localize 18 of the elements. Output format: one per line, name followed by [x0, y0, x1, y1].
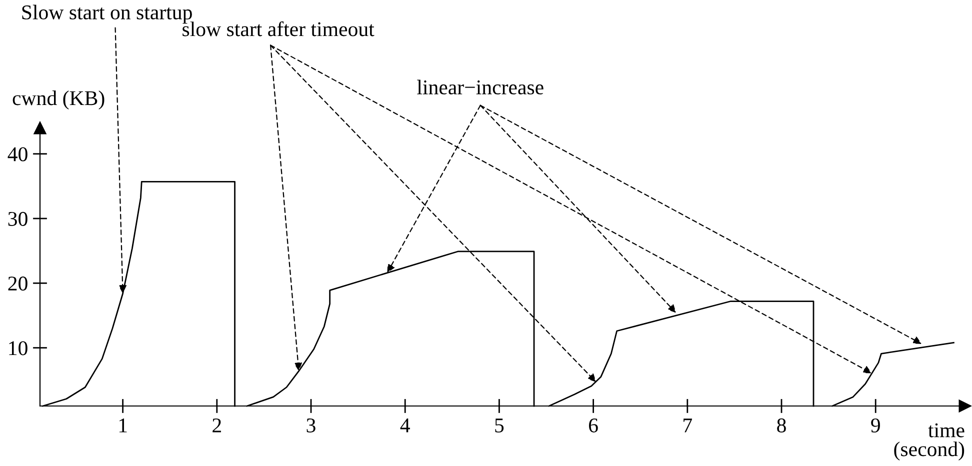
y-tick-label: 20 [8, 276, 28, 291]
annotation: slow start after timeout [182, 21, 374, 36]
annotation: Slow start on startup [22, 4, 192, 24]
x-tick-label: 4 [400, 418, 410, 432]
x-axis-title: time (second) [894, 423, 964, 460]
x-tick-label: 7 [684, 418, 692, 432]
y-tick-label: 10 [9, 341, 28, 356]
annotation: linear−increase [417, 80, 544, 94]
x-tick-label: 9 [871, 418, 880, 432]
y-tick-label: 40 [8, 147, 28, 162]
x-tick-label: 2 [212, 418, 221, 432]
x-tick-label: 5 [495, 418, 504, 432]
x-tick-label: 6 [588, 418, 598, 432]
y-axis-title: cwnd (KB) [12, 90, 104, 110]
y-tick-label: 30 [8, 212, 28, 226]
x-tick-label: 1 [119, 418, 127, 432]
x-tick-label: 8 [777, 418, 786, 432]
x-tick-label: 3 [306, 418, 316, 432]
